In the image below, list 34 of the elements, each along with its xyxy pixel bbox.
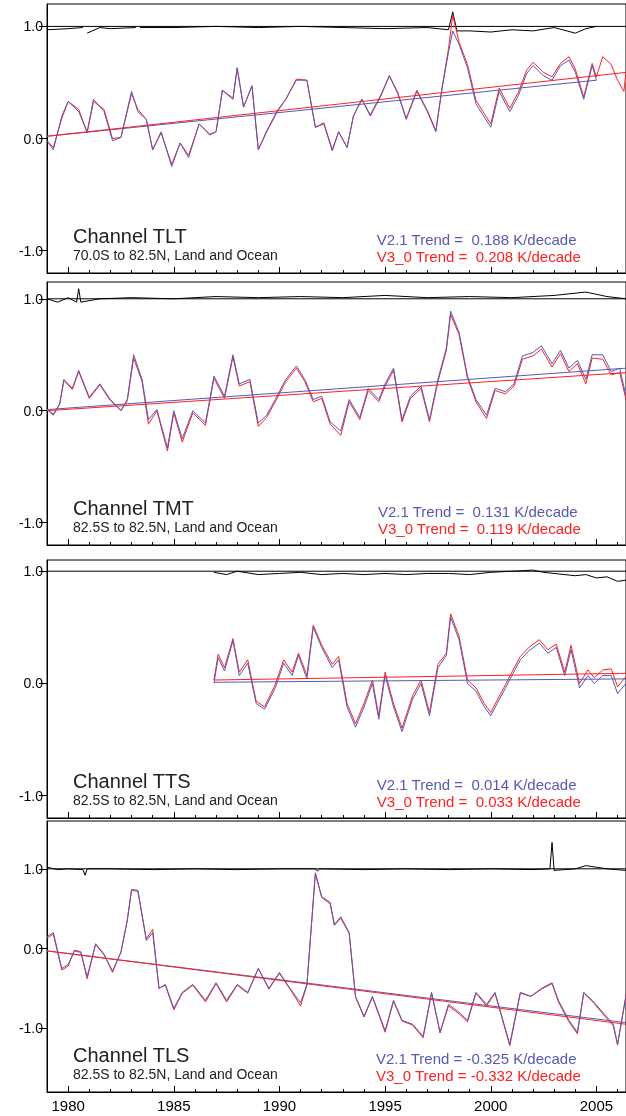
text: V3_0 Trend = 0.033 K/decade xyxy=(376,793,581,810)
x-tick-label: 1980 xyxy=(51,1097,85,1114)
text: 70.0S to 82.5N, Land and Ocean xyxy=(73,247,278,263)
x-tick-label: 1990 xyxy=(262,1097,297,1114)
y-tick-label: -1.0 xyxy=(18,514,44,531)
text: Channel TMT xyxy=(73,497,194,519)
y-tick-label: 0.0 xyxy=(23,402,44,419)
text: V3_0 Trend = -0.332 K/decade xyxy=(376,1067,581,1084)
y-tick-label: 1.0 xyxy=(23,18,44,35)
text: Channel TTS xyxy=(73,770,191,792)
y-tick-label: -1.0 xyxy=(18,242,44,259)
text: V2.1 Trend = 0.131 K/decade xyxy=(377,503,578,520)
text: 82.5S to 82.5N, Land and Ocean xyxy=(73,519,278,535)
y-tick-label: -1.0 xyxy=(18,787,44,804)
x-tick-label: 1985 xyxy=(157,1097,191,1114)
text: Channel TLS xyxy=(73,1044,190,1066)
y-tick-label: -1.0 xyxy=(18,1020,44,1037)
text: V3_0 Trend = 0.208 K/decade xyxy=(376,248,581,265)
x-tick-label: 2000 xyxy=(474,1097,508,1114)
y-tick-label: 1.0 xyxy=(23,563,44,580)
x-tick-label: 2005 xyxy=(579,1097,614,1114)
text: V2.1 Trend = 0.014 K/decade xyxy=(376,776,577,793)
text: V3_0 Trend = 0.119 K/decade xyxy=(377,520,581,537)
y-tick-label: 0.0 xyxy=(23,130,44,147)
text: V2.1 Trend = 0.188 K/decade xyxy=(376,231,577,248)
y-tick-label: 1.0 xyxy=(23,860,44,877)
x-tick-label: 1995 xyxy=(368,1097,402,1114)
text: 82.5S to 82.5N, Land and Ocean xyxy=(73,1066,278,1082)
y-tick-label: 0.0 xyxy=(23,940,44,957)
y-tick-label: 1.0 xyxy=(23,290,44,307)
text: 82.5S to 82.5N, Land and Ocean xyxy=(73,792,278,808)
y-tick-label: 0.0 xyxy=(23,675,44,692)
text: Channel TLT xyxy=(73,225,187,247)
text: V2.1 Trend = -0.325 K/decade xyxy=(376,1050,577,1067)
